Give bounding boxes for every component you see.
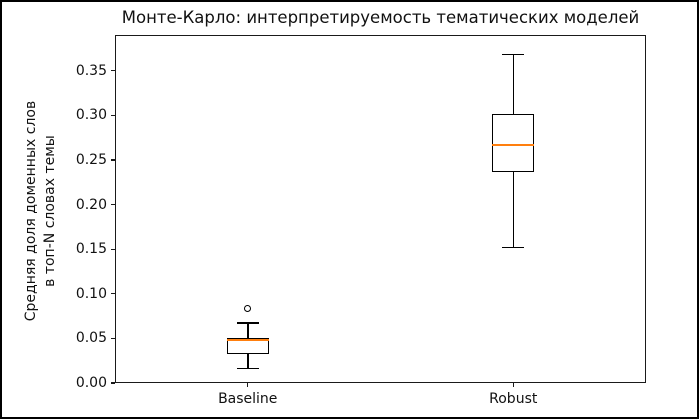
- y-tick-label: 0.05: [75, 330, 107, 347]
- x-tick-mark: [247, 383, 249, 387]
- y-tick-label: 0.30: [75, 107, 107, 124]
- whisker-cap-lower-baseline: [236, 367, 259, 370]
- whisker-cap-lower-robust: [502, 246, 525, 249]
- y-axis-label: Средняя доля доменных слов в топ-N слова…: [22, 71, 60, 351]
- y-tick-mark: [111, 159, 115, 161]
- y-tick-mark: [111, 293, 115, 295]
- whisker-upper-baseline: [247, 323, 249, 339]
- y-tick-mark: [111, 114, 115, 116]
- outlier-marker-baseline: [244, 305, 252, 313]
- whisker-upper-robust: [512, 54, 514, 115]
- x-tick-label-robust: Robust: [489, 391, 538, 407]
- y-axis-label-line2: в топ-N словах темы: [42, 135, 58, 287]
- y-tick-mark: [111, 70, 115, 72]
- whisker-lower-baseline: [247, 353, 249, 369]
- whisker-lower-robust: [512, 172, 514, 248]
- median-line-robust: [492, 143, 535, 146]
- median-line-baseline: [226, 339, 269, 342]
- plot-area: [115, 35, 646, 383]
- y-axis-label-line1: Средняя доля доменных слов: [23, 100, 39, 322]
- y-tick-mark: [111, 337, 115, 340]
- y-tick-mark: [111, 382, 115, 384]
- x-tick-label-baseline: Baseline: [218, 391, 278, 407]
- whisker-cap-upper-robust: [502, 53, 525, 56]
- y-tick-label: 0.10: [75, 285, 107, 302]
- y-tick-label: 0.35: [75, 62, 107, 79]
- x-tick-mark: [512, 383, 514, 387]
- box-baseline: [226, 338, 269, 354]
- chart-title: Монте-Карло: интерпретируемость тематиче…: [121, 8, 640, 27]
- box-robust: [492, 114, 535, 173]
- y-tick-label: 0.00: [75, 375, 107, 391]
- y-tick-mark: [111, 248, 115, 250]
- y-tick-label: 0.20: [75, 196, 107, 213]
- y-tick-mark: [111, 203, 115, 206]
- y-tick-label: 0.25: [75, 151, 107, 168]
- whisker-cap-upper-baseline: [236, 322, 259, 324]
- y-tick-label: 0.15: [75, 241, 107, 258]
